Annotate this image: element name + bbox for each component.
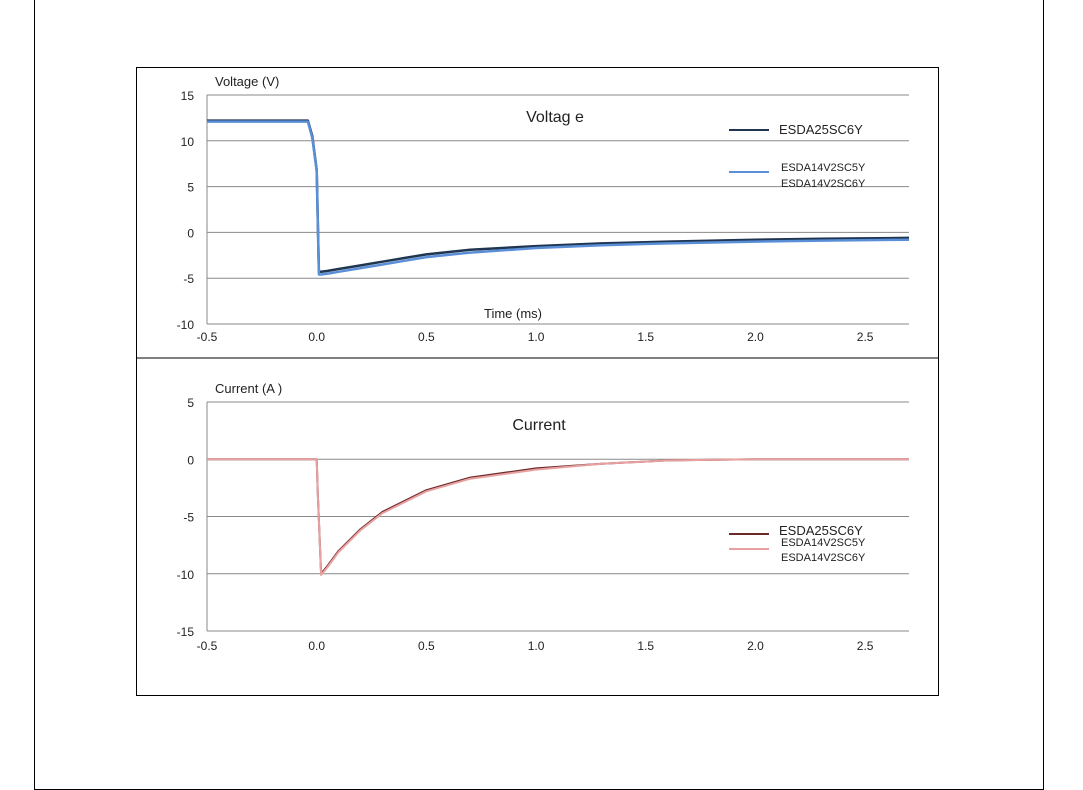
panel2-x-tick-label: 0.0 [308, 639, 325, 653]
panel1-y-tick-label: 10 [181, 135, 195, 149]
panel2-y-tick-label: -10 [177, 568, 195, 582]
panel1-legend-label-1: ESDA25SC6Y [779, 122, 863, 137]
panel1-y-axis-label: Voltage (V) [215, 74, 279, 89]
panel1-chart-title: Voltag e [526, 109, 584, 126]
panel1-legend-label-2: ESDA14V2SC6Y [781, 178, 866, 190]
panel1-y-tick-label: 0 [187, 226, 194, 240]
panel2-y-axis-label: Current (A ) [215, 381, 282, 396]
panel1-y-tick-label: -10 [177, 318, 195, 332]
panel2-chart-title: Current [512, 417, 566, 434]
panel2-legend-label-1: ESDA25SC6Y [779, 523, 863, 538]
panel2-y-tick-label: 5 [187, 396, 194, 410]
panel2-x-tick-label: 0.5 [418, 639, 435, 653]
panel1-x-tick-label: 1.5 [637, 330, 654, 344]
panel2-x-tick-label: 1.0 [528, 639, 545, 653]
figure-box: 15 10 5 0 -5 -10 -0.5 0.0 0.5 1.0 1.5 2.0 2.5 Voltage… [136, 67, 939, 696]
panel1-x-tick-label: 1.0 [528, 330, 545, 344]
panel1-x-axis-label: Time (ms) [484, 306, 542, 321]
panel1-series-line-2 [207, 120, 910, 276]
panel1-y-tick-label: 5 [187, 181, 194, 195]
panel2-legend-label-2: ESDA14V2SC5Y [781, 537, 866, 549]
panel2-y-tick-label: 0 [187, 453, 194, 467]
panel2-y-tick-label: -15 [177, 625, 195, 639]
panel2-x-tick-label: 2.0 [747, 639, 764, 653]
panel2-series-line-2 [207, 458, 909, 576]
panel2-x-tick-label: 2.5 [857, 639, 874, 653]
panel1-y-tick-label: -5 [183, 272, 194, 286]
panel2-y-tick-label: -5 [183, 511, 194, 525]
panel1-x-tick-label: 2.5 [857, 330, 874, 344]
panel1-x-tick-label: 2.0 [747, 330, 764, 344]
panel2-x-tick-label: -0.5 [197, 639, 218, 653]
panel1-y-tick-label: 15 [181, 89, 195, 103]
panel2-legend-label-2: ESDA14V2SC6Y [781, 552, 866, 564]
panel1-x-tick-label: 0.5 [418, 330, 435, 344]
panel1-x-tick-label: 0.0 [308, 330, 325, 344]
panel1-legend-label-2: ESDA14V2SC5Y [781, 162, 866, 174]
panel2-x-tick-label: 1.5 [637, 639, 654, 653]
panel1-x-tick-label: -0.5 [197, 330, 218, 344]
